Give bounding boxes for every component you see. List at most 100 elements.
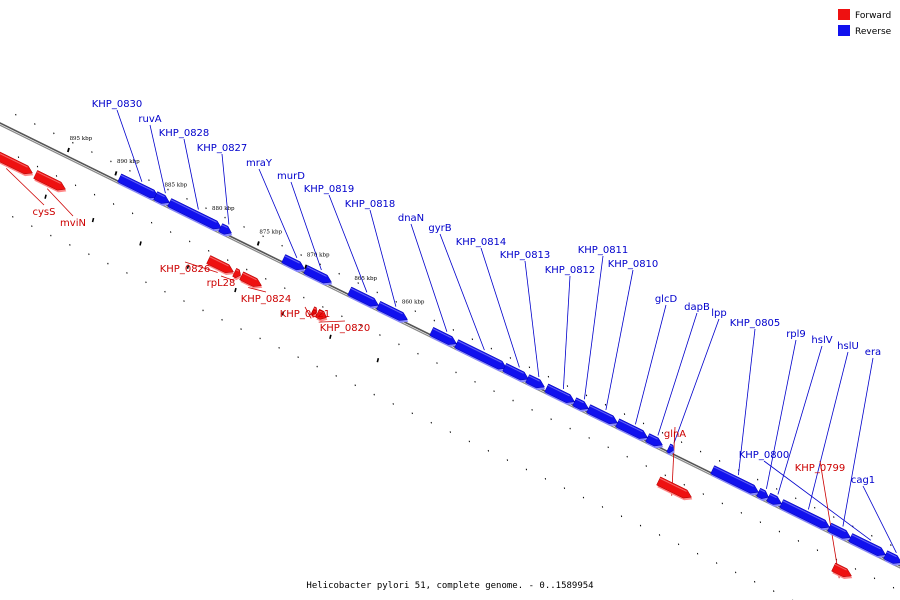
leader-murd — [290, 181, 322, 271]
gene-label-cag1: cag1 — [851, 475, 875, 486]
gene-label-khp-0821: KHP_0821 — [280, 309, 331, 320]
gene-label-mray: mraY — [246, 158, 273, 169]
gene-arrow — [586, 404, 618, 425]
gene-rpl9 — [756, 487, 770, 501]
gene-khp-0799 — [831, 562, 853, 579]
gene-arrow-highlight — [648, 434, 658, 440]
gene-arrow-highlight — [713, 466, 754, 487]
tick-mark-lower — [234, 287, 237, 293]
gene-arrow — [656, 476, 692, 499]
gene-arrow — [376, 300, 408, 321]
gene-label-khp-0827: KHP_0827 — [197, 143, 248, 154]
leader-gyrb — [439, 233, 485, 351]
gene-arrow-highlight — [284, 255, 300, 264]
tick-label: 860 kbp — [402, 299, 425, 305]
gene-khp-0818 — [376, 300, 409, 323]
leader-khp-0827 — [221, 153, 230, 225]
gene-arrow — [303, 265, 332, 284]
gene-label-khp-0812: KHP_0812 — [545, 265, 596, 276]
tick-mark-lower — [376, 357, 380, 363]
leader-khp-0828 — [183, 138, 199, 210]
gene-arrow — [0, 151, 33, 175]
gene-label-hslv: hslV — [811, 335, 832, 346]
tick-label: 870 kbp — [307, 253, 330, 259]
gene-arrow — [883, 550, 900, 564]
gene-arrow-highlight — [589, 405, 613, 418]
gene-khp-0805 — [710, 465, 760, 496]
tick-mark — [304, 264, 308, 270]
gene-arrow — [848, 533, 886, 556]
gene-arrow — [666, 443, 674, 454]
gene-arrow — [525, 374, 545, 389]
gene-mvin — [33, 170, 67, 193]
gene-arrow-highlight — [575, 398, 584, 404]
gene-gyrb — [454, 339, 508, 372]
tick-mark-lower — [281, 311, 285, 316]
gene-arrow-highlight — [659, 477, 687, 492]
gene-dnan — [429, 326, 458, 347]
gene-label-khp-0800: KHP_0800 — [739, 450, 790, 461]
gene-arrow — [831, 562, 852, 578]
gene-arrow — [218, 223, 232, 235]
gene-khp-0821 — [310, 306, 318, 318]
gene-khp-0824 — [239, 271, 263, 289]
gene-label-dnan: dnaN — [398, 213, 424, 224]
gene-arrow-highlight — [457, 340, 502, 363]
leader-khp-0799 — [819, 460, 840, 579]
gene-hslu — [779, 499, 831, 531]
gene-arrow — [502, 362, 529, 381]
gene-arrow-highlight — [235, 269, 240, 272]
leader-khp-0830 — [116, 109, 143, 182]
gene-label-khp-0805: KHP_0805 — [730, 318, 781, 329]
legend: Forward Reverse — [838, 9, 892, 37]
gene-arrow-highlight — [36, 171, 61, 184]
gene-labels: cysS mviN KHP_0830 ruvA KHP_0828 KHP_0827 KHP_… — [33, 99, 882, 486]
gene-label-khp-0813: KHP_0813 — [500, 250, 551, 261]
leader-cag1 — [862, 485, 897, 553]
gene-label-khp-0818: KHP_0818 — [345, 199, 396, 210]
gene-khp-0810 — [586, 404, 619, 426]
gene-arrow-highlight — [830, 524, 846, 533]
gene-arrow — [232, 267, 241, 279]
leader-dnan — [410, 223, 448, 332]
figure-caption: Helicobacter pylori 51, complete genome.… — [306, 581, 593, 591]
gene-label-khp-0814: KHP_0814 — [456, 237, 507, 248]
gene-arrows — [0, 151, 900, 579]
leader-khp-0805 — [738, 328, 756, 476]
gene-label-khp-0811: KHP_0811 — [578, 245, 629, 256]
gene-label-khp-0810: KHP_0810 — [608, 259, 659, 270]
gene-arrow-highlight — [505, 364, 524, 374]
gene-label-khp-0830: KHP_0830 — [92, 99, 143, 110]
minor-tick-dots — [12, 113, 895, 600]
leader-khp-0811 — [584, 255, 604, 400]
leader-era — [842, 357, 874, 527]
tick-label: 895 kbp — [70, 136, 93, 142]
gene-cag1 — [883, 550, 900, 566]
gene-arrow — [572, 397, 589, 410]
gene-label-cyss: cysS — [33, 207, 56, 218]
leader-khp-0824 — [248, 287, 267, 293]
tick-mark-lower — [91, 217, 95, 223]
gene-arrow — [33, 170, 66, 191]
gene-arrow-highlight — [306, 266, 327, 277]
gene-arrow — [153, 191, 170, 204]
leader-glcd — [635, 304, 667, 425]
leader-khp-0820 — [318, 320, 346, 323]
leader-hslu — [808, 351, 849, 510]
gene-arrow-highlight — [886, 551, 897, 558]
gene-label-gyrb: gyrB — [428, 223, 451, 234]
gene-arrow — [827, 522, 851, 539]
leader-khp-0814 — [480, 247, 520, 368]
gene-khp-0830 — [117, 173, 160, 201]
gene-khp-0827 — [218, 223, 233, 237]
leader-ruva — [149, 124, 166, 194]
gene-arrow — [766, 492, 782, 505]
leader-lpp — [673, 318, 720, 444]
gene-arrow — [167, 198, 222, 230]
gene-label-rpl9: rpl9 — [786, 329, 806, 340]
gene-arrow — [779, 499, 830, 529]
gene-arrow-highlight — [782, 500, 825, 522]
leader-rpl9 — [766, 339, 797, 489]
leader-mvin — [46, 188, 74, 217]
gene-cyss — [0, 151, 34, 177]
